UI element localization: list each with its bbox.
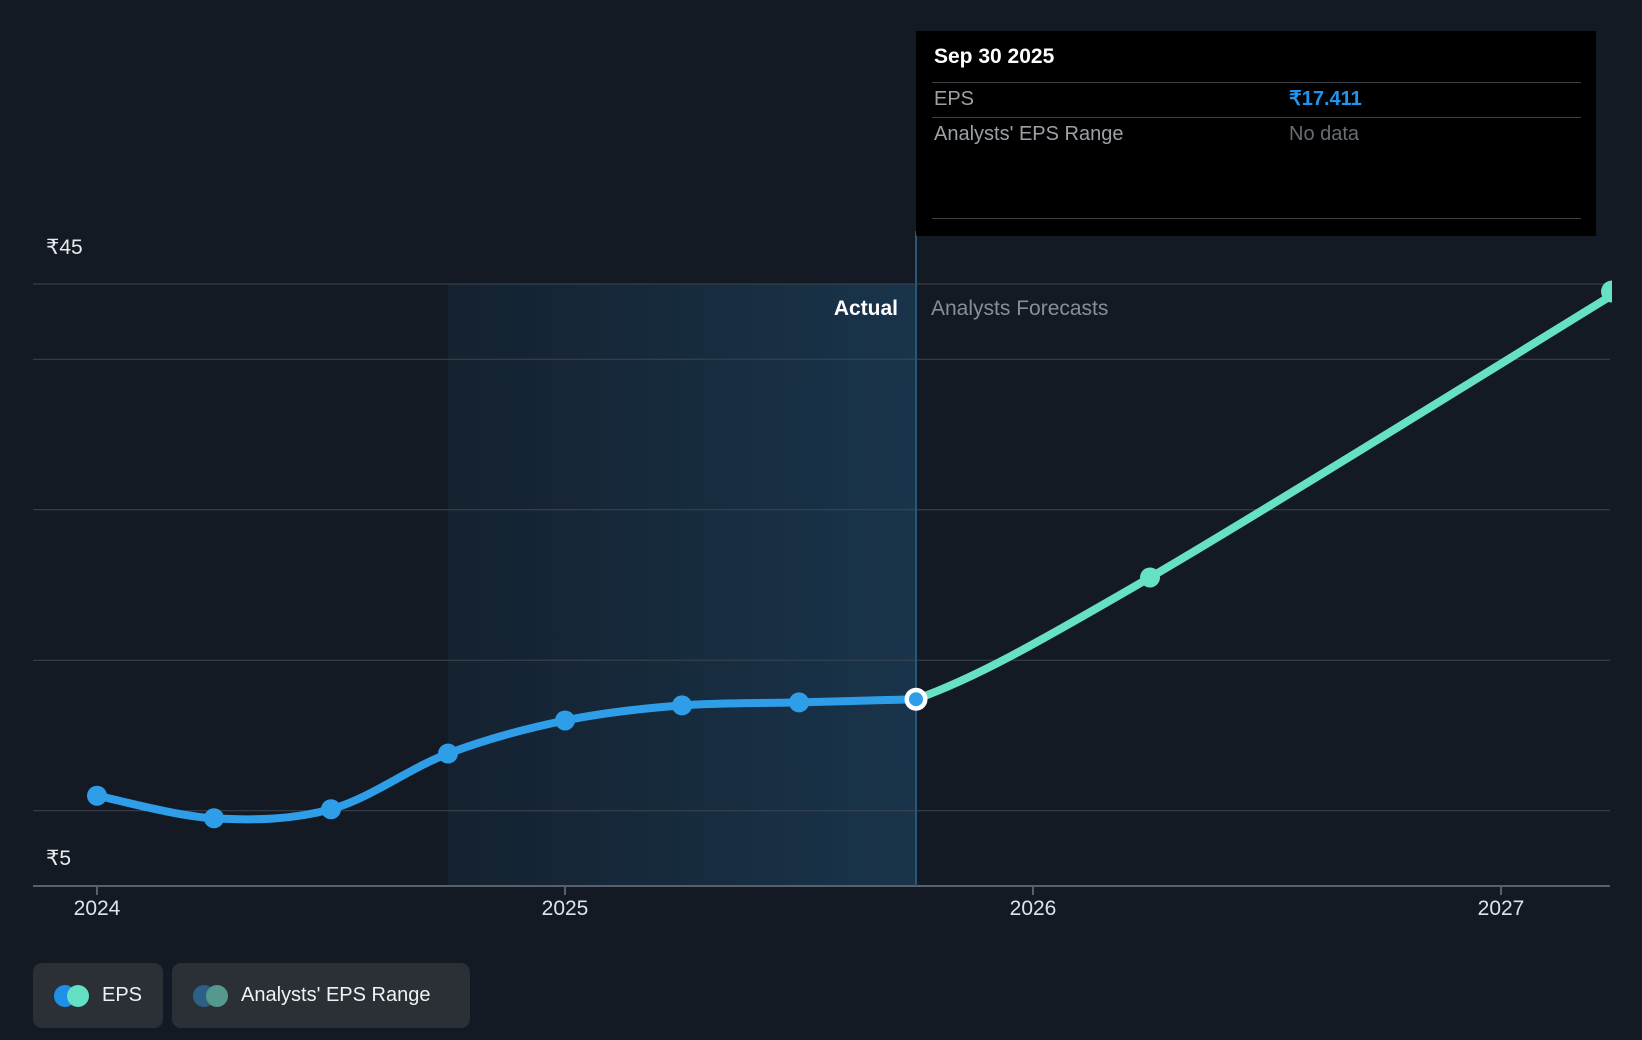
forecast-phase-label: Analysts Forecasts bbox=[931, 297, 1109, 320]
eps-data-point[interactable] bbox=[672, 695, 692, 716]
eps-data-point[interactable] bbox=[438, 743, 458, 764]
y-axis-label-max: ₹45 bbox=[46, 236, 83, 259]
legend-eps-label: EPS bbox=[102, 984, 143, 1006]
eps-data-point[interactable] bbox=[204, 808, 224, 829]
analysts-eps-range-icon bbox=[193, 984, 228, 1007]
legend-item-analysts-eps-range[interactable]: Analysts' EPS Range bbox=[172, 963, 470, 1028]
tooltip-eps-value: ₹17.411 bbox=[1289, 88, 1362, 110]
eps-actual-line bbox=[93, 695, 920, 824]
forecast-end-point[interactable] bbox=[1601, 280, 1623, 303]
actual-phase-label: Actual bbox=[833, 297, 898, 320]
eps-forecast-line bbox=[912, 290, 1612, 704]
forecast-data-point[interactable] bbox=[1140, 567, 1160, 588]
eps-data-point[interactable] bbox=[87, 785, 107, 806]
eps-data-point[interactable] bbox=[555, 710, 575, 731]
tooltip-divider bbox=[932, 117, 1581, 118]
tooltip-range-label: Analysts' EPS Range bbox=[934, 123, 1124, 145]
tooltip: Sep 30 2025 EPS ₹17.411 Analysts' EPS Ra… bbox=[916, 31, 1596, 236]
tooltip-bottom-divider bbox=[932, 218, 1581, 219]
x-axis-label-2025: 2025 bbox=[541, 897, 589, 920]
x-axis-label-2024: 2024 bbox=[73, 897, 121, 920]
tooltip-range-value: No data bbox=[1289, 123, 1360, 145]
selected-point-dot[interactable] bbox=[909, 692, 923, 707]
actual-period-highlight bbox=[448, 284, 916, 886]
eps-data-point[interactable] bbox=[789, 692, 809, 713]
tooltip-date: Sep 30 2025 bbox=[934, 45, 1055, 68]
tooltip-eps-row: EPS ₹17.411 bbox=[916, 82, 1596, 117]
eps-data-point[interactable] bbox=[321, 799, 341, 820]
x-axis-label-2026: 2026 bbox=[1009, 897, 1057, 920]
y-axis-label-min: ₹5 bbox=[46, 847, 72, 870]
eps-series-icon bbox=[54, 984, 89, 1007]
legend-item-eps[interactable]: EPS bbox=[33, 963, 163, 1028]
x-axis-label-2027: 2027 bbox=[1477, 897, 1525, 920]
tooltip-range-row: Analysts' EPS Range No data bbox=[916, 117, 1596, 152]
tooltip-eps-label: EPS bbox=[934, 88, 975, 110]
tooltip-divider bbox=[932, 82, 1581, 83]
legend: EPS Analysts' EPS Range bbox=[33, 963, 470, 1028]
legend-range-label: Analysts' EPS Range bbox=[241, 984, 431, 1006]
